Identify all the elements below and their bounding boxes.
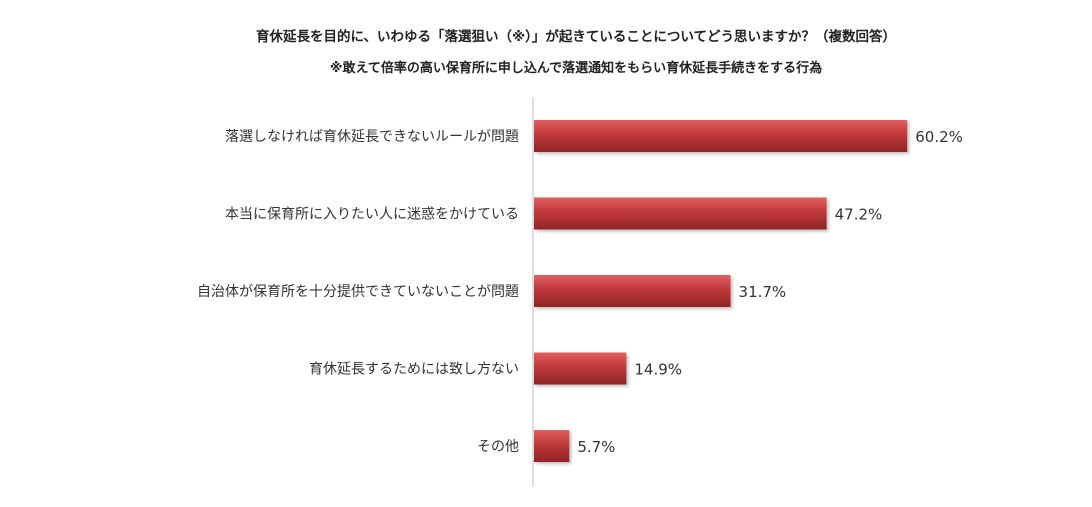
data-label: 31.7% [739,283,787,301]
bar [534,430,570,462]
category-label: その他 [477,439,519,455]
category-label: 落選しなければ育休延長できないルールが問題 [225,129,519,145]
bar [534,352,627,385]
bar [534,197,827,230]
category-label: 自治体が保育所を十分提供できていないことが問題 [197,284,519,300]
bar [534,120,908,152]
data-label: 47.2% [835,206,883,224]
category-label: 本当に保育所に入りたい人に迷惑をかけている [225,207,519,223]
bars: 落選しなければ育休延長できないルールが問題 60.2% 本当に保育所に入りたい人に迷… [197,120,963,462]
data-label: 5.7% [577,438,615,456]
data-label: 14.9% [634,361,682,379]
chart-title: 育休延長を目的に、いわゆる「落選狙い（※）」が起きていることについてどう思います… [256,28,896,45]
data-label: 60.2% [915,128,963,146]
bar [534,275,731,307]
chart-subtitle: ※敢えて倍率の高い保育所に申し込んで落選通知をもらい育休延長手続きをする行為 [330,60,822,76]
category-label: 育休延長するためには致し方ない [309,362,519,378]
